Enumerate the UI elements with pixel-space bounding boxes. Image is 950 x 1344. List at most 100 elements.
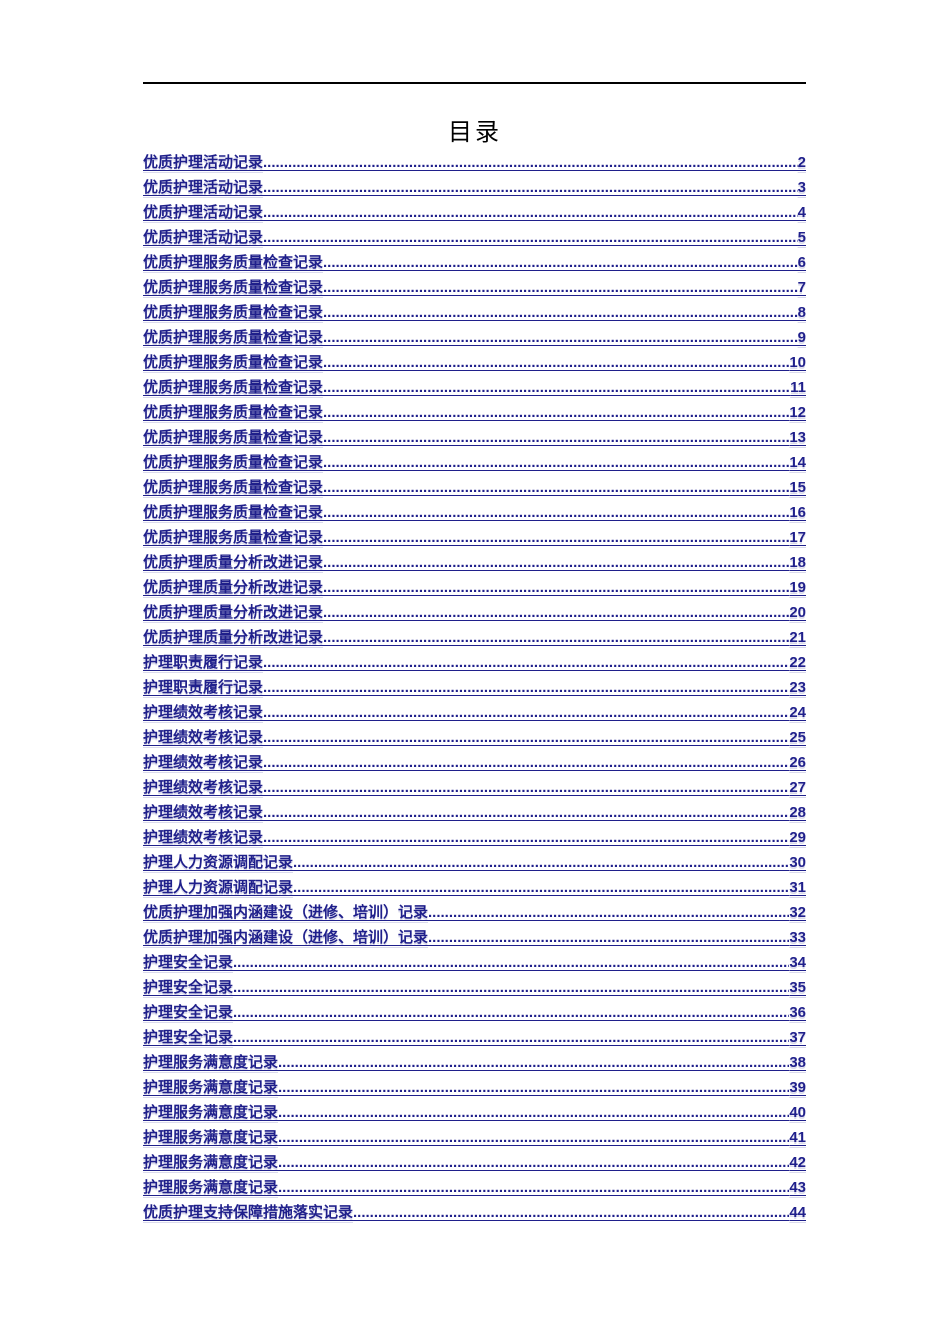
toc-entry-label[interactable]: 护理服务满意度记录 <box>143 1154 279 1171</box>
toc-page-number[interactable]: 16 <box>789 504 806 521</box>
toc-page-number[interactable]: 36 <box>789 1004 806 1021</box>
toc-page-number[interactable]: 25 <box>789 729 806 746</box>
toc-entry[interactable]: 优质护理活动记录 ...............................… <box>143 225 806 250</box>
toc-page-number[interactable]: 11 <box>790 379 806 396</box>
toc-entry-label[interactable]: 护理安全记录 <box>143 954 234 971</box>
toc-page-number[interactable]: 35 <box>789 979 806 996</box>
toc-entry[interactable]: 优质护理加强内涵建设（进修、培训）记录 ....................… <box>143 900 806 925</box>
toc-page-number[interactable]: 9 <box>797 329 806 346</box>
toc-page-number[interactable]: 26 <box>789 754 806 771</box>
toc-page-number[interactable]: 42 <box>789 1154 806 1171</box>
toc-entry-label[interactable]: 优质护理活动记录 <box>143 229 264 246</box>
toc-entry[interactable]: 优质护理质量分析改进记录 ...........................… <box>143 575 806 600</box>
toc-entry-label[interactable]: 护理职责履行记录 <box>143 679 264 696</box>
toc-page-number[interactable]: 10 <box>789 354 806 371</box>
toc-entry-label[interactable]: 护理绩效考核记录 <box>143 754 264 771</box>
toc-page-number[interactable]: 33 <box>789 929 806 946</box>
toc-entry-label[interactable]: 护理服务满意度记录 <box>143 1054 279 1071</box>
toc-page-number[interactable]: 5 <box>797 229 806 246</box>
toc-page-number[interactable]: 28 <box>789 804 806 821</box>
toc-entry[interactable]: 护理安全记录 .................................… <box>143 975 806 1000</box>
toc-entry[interactable]: 优质护理服务质量检查记录 ...........................… <box>143 275 806 300</box>
toc-entry-label[interactable]: 护理绩效考核记录 <box>143 804 264 821</box>
toc-entry[interactable]: 护理绩效考核记录 ...............................… <box>143 775 806 800</box>
toc-entry[interactable]: 护理人力资源调配记录 .............................… <box>143 850 806 875</box>
toc-page-number[interactable]: 19 <box>789 579 806 596</box>
toc-page-number[interactable]: 17 <box>789 529 806 546</box>
toc-entry-label[interactable]: 优质护理服务质量检查记录 <box>143 529 324 546</box>
toc-entry[interactable]: 优质护理服务质量检查记录 ...........................… <box>143 425 806 450</box>
toc-entry[interactable]: 优质护理服务质量检查记录 ...........................… <box>143 250 806 275</box>
toc-entry[interactable]: 优质护理服务质量检查记录 ...........................… <box>143 475 806 500</box>
toc-page-number[interactable]: 24 <box>789 704 806 721</box>
toc-page-number[interactable]: 3 <box>797 179 806 196</box>
toc-entry-label[interactable]: 护理服务满意度记录 <box>143 1079 279 1096</box>
toc-entry-label[interactable]: 优质护理质量分析改进记录 <box>143 629 324 646</box>
toc-entry[interactable]: 优质护理质量分析改进记录 ...........................… <box>143 625 806 650</box>
toc-entry-label[interactable]: 护理绩效考核记录 <box>143 704 264 721</box>
toc-page-number[interactable]: 20 <box>789 604 806 621</box>
toc-entry[interactable]: 护理服务满意度记录 ..............................… <box>143 1100 806 1125</box>
toc-entry-label[interactable]: 优质护理服务质量检查记录 <box>143 329 324 346</box>
toc-page-number[interactable]: 14 <box>789 454 806 471</box>
toc-page-number[interactable]: 39 <box>789 1079 806 1096</box>
toc-page-number[interactable]: 38 <box>789 1054 806 1071</box>
toc-entry[interactable]: 优质护理活动记录 ...............................… <box>143 200 806 225</box>
toc-entry-label[interactable]: 优质护理服务质量检查记录 <box>143 279 324 296</box>
toc-entry-label[interactable]: 优质护理质量分析改进记录 <box>143 554 324 571</box>
toc-page-number[interactable]: 41 <box>789 1129 806 1146</box>
toc-entry-label[interactable]: 护理人力资源调配记录 <box>143 854 294 871</box>
toc-page-number[interactable]: 2 <box>797 154 806 171</box>
toc-entry[interactable]: 优质护理质量分析改进记录 ...........................… <box>143 550 806 575</box>
toc-entry[interactable]: 优质护理支持保障措施落实记录 .........................… <box>143 1200 806 1225</box>
toc-entry[interactable]: 优质护理服务质量检查记录 ...........................… <box>143 300 806 325</box>
toc-page-number[interactable]: 30 <box>789 854 806 871</box>
toc-page-number[interactable]: 4 <box>797 204 806 221</box>
toc-entry-label[interactable]: 优质护理活动记录 <box>143 154 264 171</box>
toc-page-number[interactable]: 21 <box>789 629 806 646</box>
toc-entry[interactable]: 优质护理活动记录 ...............................… <box>143 150 806 175</box>
toc-entry[interactable]: 优质护理服务质量检查记录 ...........................… <box>143 525 806 550</box>
toc-page-number[interactable]: 27 <box>789 779 806 796</box>
toc-entry-label[interactable]: 护理安全记录 <box>143 979 234 996</box>
toc-page-number[interactable]: 43 <box>789 1179 806 1196</box>
toc-entry[interactable]: 护理服务满意度记录 ..............................… <box>143 1075 806 1100</box>
toc-entry[interactable]: 护理服务满意度记录 ..............................… <box>143 1150 806 1175</box>
toc-entry-label[interactable]: 优质护理服务质量检查记录 <box>143 254 324 271</box>
toc-entry[interactable]: 优质护理质量分析改进记录 ...........................… <box>143 600 806 625</box>
toc-entry-label[interactable]: 护理服务满意度记录 <box>143 1179 279 1196</box>
toc-entry-label[interactable]: 护理服务满意度记录 <box>143 1104 279 1121</box>
toc-entry-label[interactable]: 优质护理活动记录 <box>143 204 264 221</box>
toc-entry-label[interactable]: 优质护理服务质量检查记录 <box>143 454 324 471</box>
toc-page-number[interactable]: 18 <box>789 554 806 571</box>
toc-entry[interactable]: 护理服务满意度记录 ..............................… <box>143 1125 806 1150</box>
toc-page-number[interactable]: 23 <box>789 679 806 696</box>
toc-entry-label[interactable]: 护理绩效考核记录 <box>143 829 264 846</box>
toc-entry-label[interactable]: 护理服务满意度记录 <box>143 1129 279 1146</box>
toc-entry[interactable]: 护理绩效考核记录 ...............................… <box>143 750 806 775</box>
toc-entry[interactable]: 优质护理服务质量检查记录 ...........................… <box>143 375 806 400</box>
toc-page-number[interactable]: 40 <box>789 1104 806 1121</box>
toc-entry-label[interactable]: 优质护理加强内涵建设（进修、培训）记录 <box>143 929 429 946</box>
toc-entry[interactable]: 护理职责履行记录 ...............................… <box>143 650 806 675</box>
toc-entry-label[interactable]: 护理安全记录 <box>143 1029 234 1046</box>
toc-entry[interactable]: 护理安全记录 .................................… <box>143 1000 806 1025</box>
toc-entry-label[interactable]: 优质护理服务质量检查记录 <box>143 354 324 371</box>
toc-page-number[interactable]: 29 <box>789 829 806 846</box>
toc-entry-label[interactable]: 优质护理质量分析改进记录 <box>143 579 324 596</box>
toc-entry-label[interactable]: 优质护理加强内涵建设（进修、培训）记录 <box>143 904 429 921</box>
toc-page-number[interactable]: 13 <box>789 429 806 446</box>
toc-entry-label[interactable]: 优质护理服务质量检查记录 <box>143 429 324 446</box>
toc-entry[interactable]: 优质护理服务质量检查记录 ...........................… <box>143 400 806 425</box>
toc-entry-label[interactable]: 优质护理支持保障措施落实记录 <box>143 1204 354 1221</box>
toc-entry-label[interactable]: 护理绩效考核记录 <box>143 729 264 746</box>
toc-page-number[interactable]: 22 <box>789 654 806 671</box>
toc-entry-label[interactable]: 优质护理服务质量检查记录 <box>143 479 324 496</box>
toc-entry-label[interactable]: 护理安全记录 <box>143 1004 234 1021</box>
toc-entry-label[interactable]: 优质护理服务质量检查记录 <box>143 504 324 521</box>
toc-entry[interactable]: 优质护理服务质量检查记录 ...........................… <box>143 325 806 350</box>
toc-entry[interactable]: 护理绩效考核记录 ...............................… <box>143 825 806 850</box>
toc-entry-label[interactable]: 护理职责履行记录 <box>143 654 264 671</box>
toc-entry[interactable]: 护理服务满意度记录 ..............................… <box>143 1175 806 1200</box>
toc-entry[interactable]: 护理安全记录 .................................… <box>143 950 806 975</box>
